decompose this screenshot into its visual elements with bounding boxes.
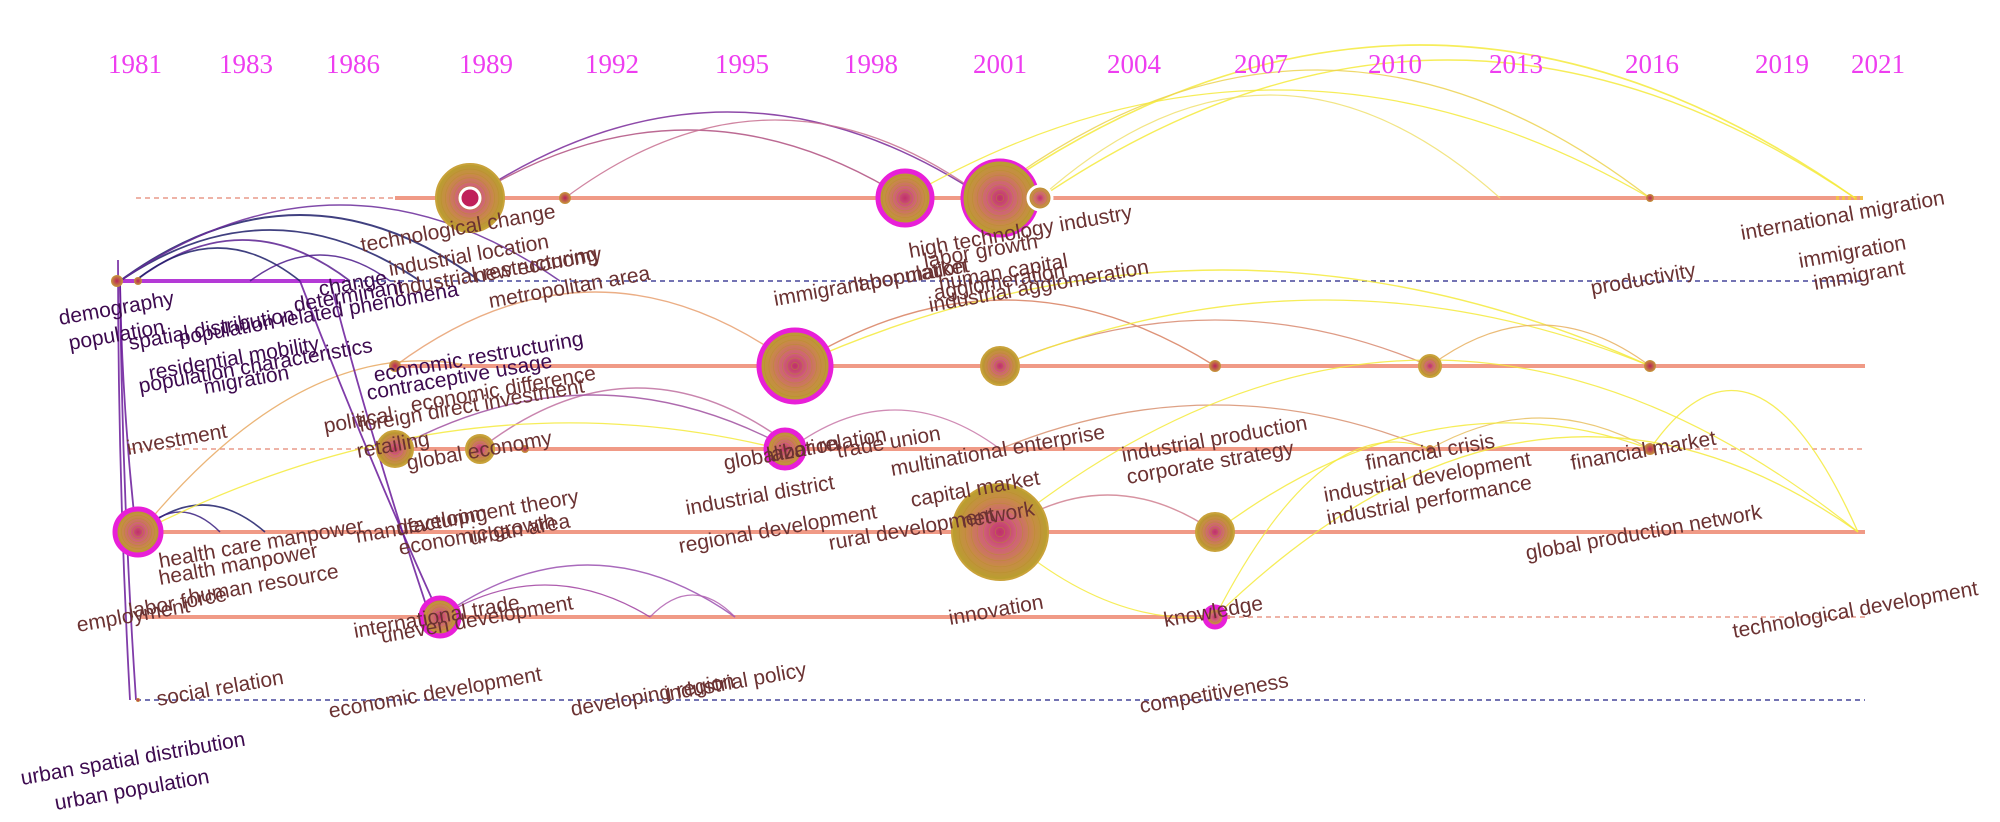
keyword-node [960, 158, 1040, 238]
year-label: 1981 [108, 49, 162, 79]
keyword-node [112, 506, 164, 558]
keyword-node [418, 595, 462, 639]
keyword-node [875, 168, 935, 228]
year-label: 2021 [1851, 49, 1905, 79]
citation-arc [119, 229, 421, 282]
citation-arc [117, 259, 131, 701]
year-label: 1989 [459, 49, 513, 79]
keyword-node [389, 360, 401, 372]
year-label: 2004 [1107, 49, 1162, 79]
citation-arc [1214, 436, 1859, 618]
citation-arc [1649, 389, 1859, 533]
citation-arcs [117, 44, 1859, 701]
year-label: 2016 [1625, 49, 1679, 79]
keyword-node [1644, 360, 1656, 372]
keyword-node [1426, 445, 1434, 453]
keyword-node [763, 427, 807, 471]
keyword-node [1646, 194, 1654, 202]
citation-arc [984, 69, 1651, 199]
citation-arc [904, 89, 1651, 199]
keyword-node [1209, 360, 1221, 372]
citation-arc [1429, 417, 1651, 450]
citation-arc [439, 564, 736, 618]
year-label: 2019 [1755, 49, 1809, 79]
keyword-node [1026, 184, 1054, 212]
keyword-node [465, 434, 495, 464]
citation-arc [1214, 441, 1431, 618]
keyword-label: productivity [1589, 259, 1698, 300]
citation-arc [469, 129, 906, 199]
citation-arc [1039, 59, 1856, 199]
keyword-label: international migration [1739, 186, 1946, 245]
citation-arc [299, 280, 441, 618]
citation-arc [119, 280, 137, 701]
citation-arc [439, 584, 651, 618]
citation-arc [999, 404, 1431, 450]
keyword-node [136, 698, 140, 702]
keyword-node [980, 346, 1020, 386]
year-label: 1983 [219, 49, 273, 79]
cluster-timelines [115, 196, 1865, 701]
citation-arc [999, 299, 1651, 367]
year-label: 2007 [1234, 49, 1288, 79]
keyword-label: social relation [155, 666, 285, 711]
keyword-node [951, 483, 1049, 581]
citation-arc [1214, 422, 1651, 533]
keyword-label: technological development [1731, 577, 1980, 643]
citation-arc [249, 254, 391, 282]
keyword-label: economic development [327, 663, 544, 723]
keyword-node [376, 430, 414, 468]
citation-arc [469, 111, 986, 199]
year-label: 2013 [1489, 49, 1543, 79]
keyword-node [1644, 443, 1656, 455]
keyword-label: industrial policy [663, 658, 809, 706]
keyword-label: financial market [1569, 427, 1718, 475]
keyword-node [756, 327, 834, 405]
keyword-node [1418, 354, 1442, 378]
year-label: 1992 [585, 49, 639, 79]
citation-arc [394, 394, 791, 450]
year-label: 2010 [1368, 49, 1422, 79]
keyword-node [111, 275, 123, 287]
keyword-node [521, 445, 529, 453]
citation-arc [789, 409, 1001, 450]
keyword-nodes [111, 158, 1656, 702]
year-label: 1995 [715, 49, 769, 79]
keyword-node [1202, 604, 1228, 630]
citation-arc [1429, 324, 1651, 367]
citation-arc [139, 360, 471, 533]
citation-arc [394, 291, 796, 367]
citation-arc [119, 204, 561, 282]
year-label: 1986 [326, 49, 380, 79]
citation-arc [139, 422, 781, 533]
keyword-node [134, 277, 142, 285]
citation-arc [984, 44, 1856, 199]
year-label: 2001 [973, 49, 1027, 79]
keyword-node [559, 192, 571, 204]
citation-arc [479, 387, 796, 450]
keyword-node [458, 186, 482, 210]
citation-arc [134, 247, 301, 282]
year-label: 1998 [844, 49, 898, 79]
citation-arc [794, 269, 1651, 367]
citation-arc [794, 299, 1216, 367]
citation-arc [564, 119, 986, 199]
citation-arc [119, 214, 481, 282]
keyword-node [1195, 512, 1235, 552]
keyword-label: competitiveness [1138, 669, 1290, 718]
citation-arc [1039, 94, 1501, 199]
citation-arc [649, 594, 736, 618]
year-axis: 1981 1983 1986 1989 1992 1995 1998 2001 2004 2007… [108, 49, 1905, 79]
keyword-label: innovation [947, 591, 1045, 630]
